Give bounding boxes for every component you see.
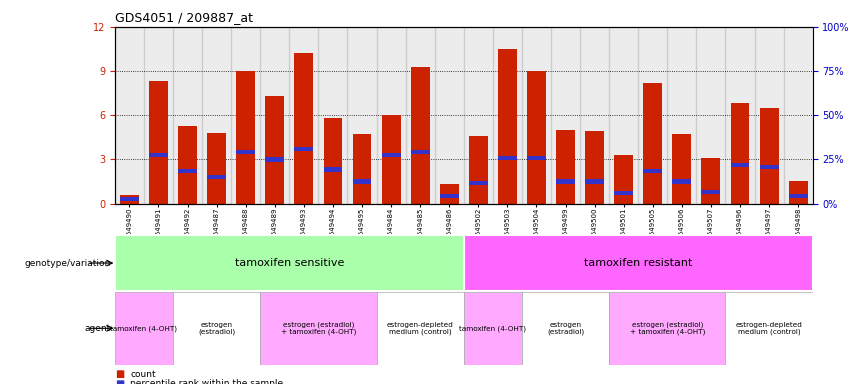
Bar bbox=[614, 191, 633, 195]
Bar bbox=[464, 292, 522, 365]
Bar bbox=[464, 235, 813, 291]
Bar bbox=[755, 27, 784, 204]
Bar bbox=[440, 194, 459, 199]
Text: ■: ■ bbox=[115, 379, 124, 384]
Bar bbox=[207, 175, 226, 179]
Bar bbox=[730, 103, 750, 204]
Bar bbox=[725, 27, 755, 204]
Text: tamoxifen (4-OHT): tamoxifen (4-OHT) bbox=[460, 325, 527, 331]
Bar bbox=[609, 27, 638, 204]
Bar bbox=[672, 134, 691, 204]
Bar bbox=[556, 130, 575, 204]
Text: genotype/variation: genotype/variation bbox=[25, 258, 111, 268]
Text: count: count bbox=[130, 370, 156, 379]
Bar bbox=[207, 133, 226, 204]
Bar bbox=[381, 153, 401, 157]
Text: agent: agent bbox=[84, 324, 111, 333]
Bar bbox=[260, 292, 376, 365]
Bar bbox=[231, 27, 260, 204]
Bar bbox=[522, 27, 551, 204]
Text: ■: ■ bbox=[115, 369, 124, 379]
Bar bbox=[173, 27, 203, 204]
Bar bbox=[464, 27, 493, 204]
Text: estrogen
(estradiol): estrogen (estradiol) bbox=[198, 321, 235, 335]
Bar bbox=[760, 108, 779, 204]
Bar bbox=[784, 27, 813, 204]
Bar bbox=[149, 81, 168, 204]
Bar bbox=[294, 147, 313, 151]
Bar bbox=[609, 292, 725, 365]
Bar bbox=[352, 134, 372, 204]
Bar bbox=[376, 27, 406, 204]
Bar bbox=[381, 115, 401, 204]
Bar bbox=[294, 53, 313, 204]
Bar bbox=[323, 167, 342, 172]
Bar bbox=[696, 27, 725, 204]
Bar bbox=[498, 156, 517, 160]
Bar bbox=[115, 27, 144, 204]
Bar bbox=[643, 169, 662, 173]
Bar bbox=[115, 292, 173, 365]
Bar bbox=[672, 179, 691, 184]
Text: estrogen (estradiol)
+ tamoxifen (4-OHT): estrogen (estradiol) + tamoxifen (4-OHT) bbox=[281, 321, 356, 335]
Bar bbox=[614, 155, 633, 204]
Bar bbox=[144, 27, 173, 204]
Bar bbox=[120, 195, 139, 204]
Bar bbox=[237, 150, 255, 154]
Bar bbox=[376, 292, 464, 365]
Bar bbox=[551, 27, 580, 204]
Bar bbox=[730, 163, 750, 167]
Bar bbox=[498, 49, 517, 204]
Bar bbox=[173, 292, 260, 365]
Bar bbox=[469, 181, 488, 185]
Bar bbox=[585, 179, 604, 184]
Bar bbox=[643, 83, 662, 204]
Bar bbox=[406, 27, 435, 204]
Bar bbox=[522, 292, 609, 365]
Bar bbox=[260, 27, 289, 204]
Bar bbox=[203, 27, 231, 204]
Text: estrogen-depleted
medium (control): estrogen-depleted medium (control) bbox=[386, 321, 454, 335]
Bar bbox=[347, 27, 376, 204]
Bar bbox=[667, 27, 696, 204]
Bar bbox=[527, 156, 546, 160]
Text: tamoxifen (4-OHT): tamoxifen (4-OHT) bbox=[111, 325, 178, 331]
Bar bbox=[352, 179, 372, 184]
Text: percentile rank within the sample: percentile rank within the sample bbox=[130, 379, 283, 384]
Text: tamoxifen resistant: tamoxifen resistant bbox=[584, 258, 693, 268]
Bar bbox=[318, 27, 347, 204]
Bar bbox=[789, 182, 808, 204]
Bar bbox=[266, 157, 284, 162]
Bar bbox=[237, 71, 255, 204]
Bar bbox=[323, 118, 342, 204]
Bar bbox=[149, 153, 168, 157]
Text: GDS4051 / 209887_at: GDS4051 / 209887_at bbox=[115, 11, 253, 24]
Bar bbox=[638, 27, 667, 204]
Bar bbox=[266, 96, 284, 204]
Bar bbox=[411, 67, 430, 204]
Bar bbox=[440, 184, 459, 204]
Text: estrogen-depleted
medium (control): estrogen-depleted medium (control) bbox=[735, 321, 802, 335]
Bar bbox=[556, 179, 575, 184]
Text: estrogen
(estradiol): estrogen (estradiol) bbox=[547, 321, 584, 335]
Bar bbox=[289, 27, 318, 204]
Bar bbox=[469, 136, 488, 204]
Bar bbox=[435, 27, 464, 204]
Bar bbox=[580, 27, 609, 204]
Bar bbox=[789, 194, 808, 199]
Bar bbox=[701, 190, 721, 194]
Bar bbox=[178, 169, 197, 173]
Bar bbox=[115, 235, 464, 291]
Bar bbox=[725, 292, 813, 365]
Text: estrogen (estradiol)
+ tamoxifen (4-OHT): estrogen (estradiol) + tamoxifen (4-OHT) bbox=[630, 321, 705, 335]
Bar bbox=[527, 71, 546, 204]
Bar bbox=[178, 126, 197, 204]
Bar bbox=[585, 131, 604, 204]
Bar bbox=[120, 197, 139, 201]
Bar bbox=[760, 164, 779, 169]
Bar bbox=[411, 150, 430, 154]
Bar bbox=[701, 158, 721, 204]
Bar bbox=[493, 27, 522, 204]
Text: tamoxifen sensitive: tamoxifen sensitive bbox=[235, 258, 344, 268]
